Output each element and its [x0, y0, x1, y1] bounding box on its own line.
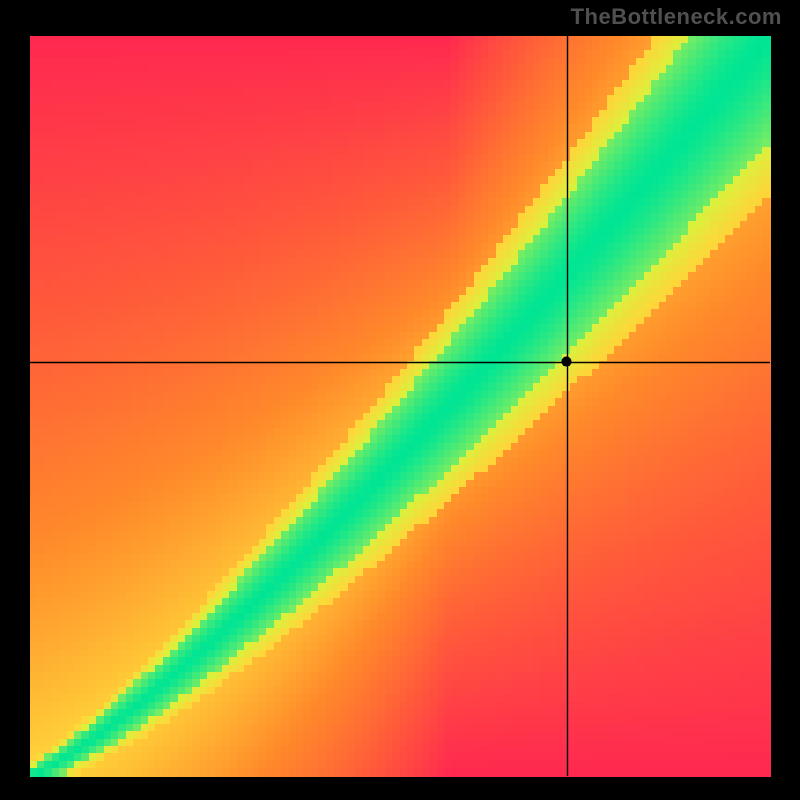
chart-container: TheBottleneck.com — [0, 0, 800, 800]
watermark-text: TheBottleneck.com — [571, 4, 782, 30]
bottleneck-heatmap — [0, 0, 800, 800]
